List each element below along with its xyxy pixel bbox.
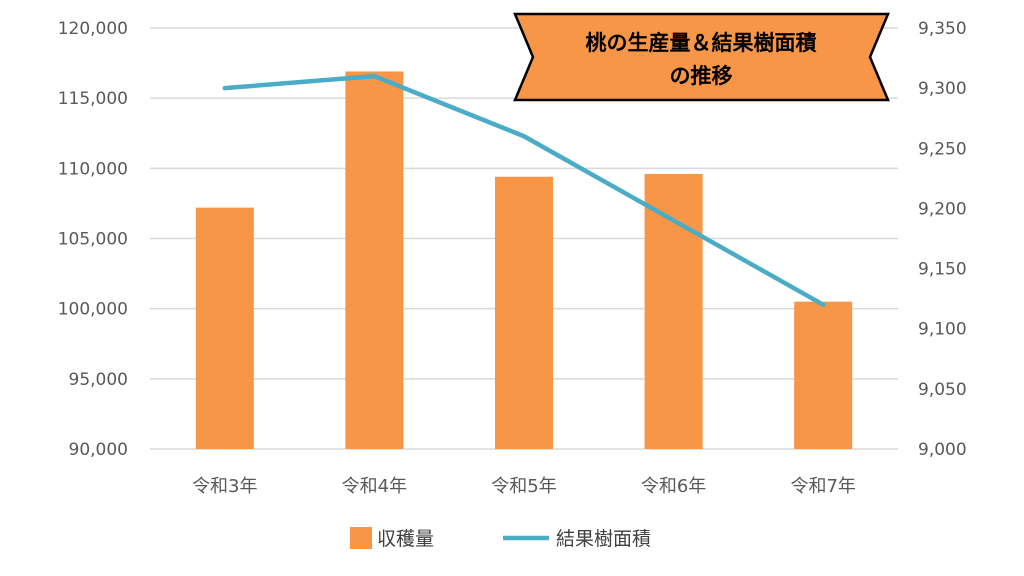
x-tick-label: 令和7年: [790, 476, 855, 497]
legend-label-bar: 収穫量: [377, 528, 434, 550]
y-right-tick-label: 9,350: [918, 19, 967, 39]
y-right-tick-label: 9,300: [918, 79, 967, 99]
x-tick-label: 令和6年: [641, 476, 706, 497]
bar-5: [794, 301, 853, 449]
y-right-tick-label: 9,150: [918, 260, 967, 280]
y-right-tick-label: 9,200: [918, 199, 967, 219]
chart-title-line-1: 桃の生産量＆結果樹面積: [586, 31, 818, 55]
chart-title-line-2: の推移: [670, 64, 733, 88]
y-left-tick-label: 110,000: [58, 159, 128, 179]
y-left-tick-label: 120,000: [58, 19, 128, 39]
y-left-tick-label: 95,000: [69, 370, 128, 390]
y-left-tick-label: 115,000: [58, 89, 128, 109]
bar-3: [495, 176, 553, 449]
title-banner: [513, 12, 890, 102]
bar-2: [345, 71, 404, 450]
y-right-tick-label: 9,250: [918, 139, 967, 159]
y-left-tick-label: 100,000: [58, 300, 128, 320]
bar-4: [644, 173, 703, 450]
y-right-tick-label: 9,100: [918, 320, 967, 340]
y-left-tick-label: 90,000: [69, 440, 128, 460]
x-tick-label: 令和5年: [491, 476, 556, 497]
x-tick-label: 令和4年: [342, 476, 407, 497]
y-left-tick-label: 105,000: [58, 230, 128, 250]
x-tick-label: 令和3年: [192, 476, 257, 497]
legend-swatch-bar: [350, 527, 372, 549]
legend-label-line: 結果樹面積: [556, 528, 651, 550]
bar-1: [195, 207, 254, 449]
y-right-tick-label: 9,050: [918, 380, 967, 400]
y-right-tick-label: 9,000: [918, 440, 967, 460]
